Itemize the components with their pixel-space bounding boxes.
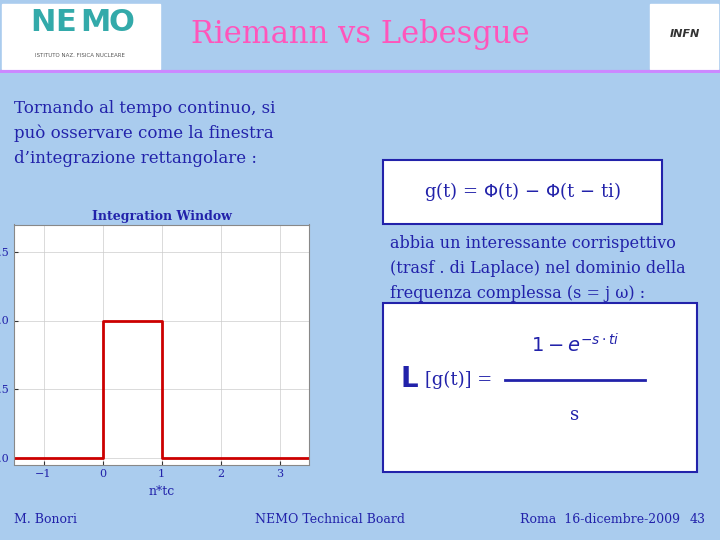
FancyBboxPatch shape <box>383 303 697 471</box>
FancyBboxPatch shape <box>383 160 662 224</box>
Text: (trasf . di Laplace) nel dominio della: (trasf . di Laplace) nel dominio della <box>390 260 685 276</box>
Title: Integration Window: Integration Window <box>91 211 231 224</box>
Text: M: M <box>80 8 110 37</box>
Text: d’integrazione rettangolare :: d’integrazione rettangolare : <box>14 150 257 167</box>
X-axis label: n*tc: n*tc <box>148 485 175 498</box>
Text: O: O <box>108 8 134 37</box>
Text: g(t) = $\Phi$(t) $-$ $\Phi$(t $-$ ti): g(t) = $\Phi$(t) $-$ $\Phi$(t $-$ ti) <box>423 180 621 203</box>
Text: [g(t)] =: [g(t)] = <box>425 370 492 389</box>
Bar <box>2 4 160 69</box>
Text: NEMO Technical Board: NEMO Technical Board <box>255 513 405 526</box>
Text: INFN: INFN <box>670 29 700 39</box>
Bar <box>650 4 718 69</box>
Text: Tornando al tempo continuo, si: Tornando al tempo continuo, si <box>14 100 275 117</box>
Text: Roma  16-dicembre-2009: Roma 16-dicembre-2009 <box>520 513 680 526</box>
Text: M. Bonori: M. Bonori <box>14 513 77 526</box>
Text: E: E <box>55 8 76 37</box>
Text: s: s <box>570 406 580 423</box>
Text: abbia un interessante corrispettivo: abbia un interessante corrispettivo <box>390 235 676 252</box>
Text: ISTITUTO NAZ. FISICA NUCLEARE: ISTITUTO NAZ. FISICA NUCLEARE <box>35 53 125 58</box>
Text: $\mathbf{L}$: $\mathbf{L}$ <box>400 366 419 393</box>
Text: frequenza complessa (s = j ω) :: frequenza complessa (s = j ω) : <box>390 285 645 302</box>
Text: $1 - e^{-s \cdot ti}$: $1 - e^{-s \cdot ti}$ <box>531 333 619 356</box>
Text: 43: 43 <box>690 513 706 526</box>
Text: può osservare come la finestra: può osservare come la finestra <box>14 125 274 143</box>
Text: Riemann vs Lebesgue: Riemann vs Lebesgue <box>191 18 529 50</box>
Text: N: N <box>30 8 55 37</box>
